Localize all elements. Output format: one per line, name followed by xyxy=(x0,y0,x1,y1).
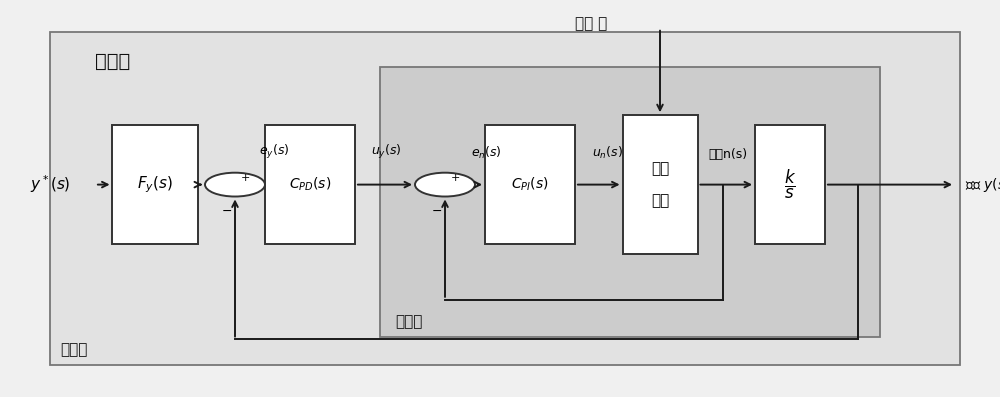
FancyBboxPatch shape xyxy=(112,125,198,244)
Text: $F_y(s)$: $F_y(s)$ xyxy=(137,174,173,195)
Circle shape xyxy=(205,173,265,197)
Circle shape xyxy=(415,173,475,197)
Text: 扰动 ｄ: 扰动 ｄ xyxy=(575,16,607,31)
FancyBboxPatch shape xyxy=(50,32,960,365)
Text: $+$: $+$ xyxy=(240,172,250,183)
Text: $y^*(s)$: $y^*(s)$ xyxy=(30,174,71,195)
Text: 直流: 直流 xyxy=(651,161,669,176)
FancyBboxPatch shape xyxy=(755,125,825,244)
Text: $u_n(s)$: $u_n(s)$ xyxy=(592,145,624,161)
Text: $C_{PI}(s)$: $C_{PI}(s)$ xyxy=(511,176,549,193)
FancyBboxPatch shape xyxy=(380,67,880,337)
Text: $-$: $-$ xyxy=(431,204,443,217)
Text: 电机: 电机 xyxy=(651,193,669,208)
Text: $-$: $-$ xyxy=(221,204,233,217)
FancyBboxPatch shape xyxy=(622,115,698,254)
Text: $e_y(s)$: $e_y(s)$ xyxy=(259,143,289,161)
Text: 滤波器: 滤波器 xyxy=(95,52,130,71)
Text: $+$: $+$ xyxy=(450,172,460,183)
FancyBboxPatch shape xyxy=(485,125,575,244)
Text: $C_{PD}(s)$: $C_{PD}(s)$ xyxy=(289,176,331,193)
Text: 速度环: 速度环 xyxy=(395,314,422,330)
FancyBboxPatch shape xyxy=(265,125,355,244)
Text: $\dfrac{k}{s}$: $\dfrac{k}{s}$ xyxy=(784,168,796,201)
Text: 位置环: 位置环 xyxy=(60,342,87,357)
Text: $u_y(s)$: $u_y(s)$ xyxy=(371,143,401,161)
Text: 转速n(s): 转速n(s) xyxy=(708,148,748,161)
Text: 位置 $y(s)$: 位置 $y(s)$ xyxy=(965,175,1000,194)
Text: $e_n(s)$: $e_n(s)$ xyxy=(471,145,501,161)
